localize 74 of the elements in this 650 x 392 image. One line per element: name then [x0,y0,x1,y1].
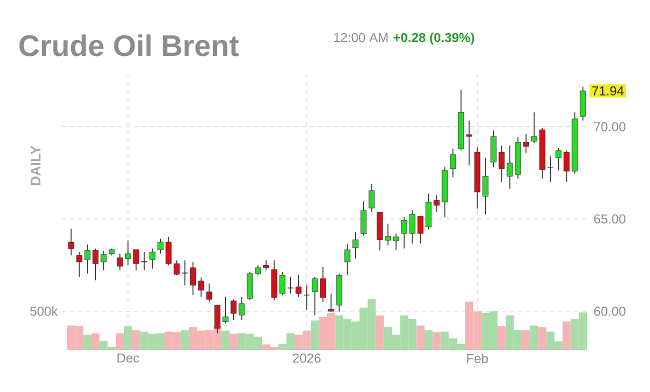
candlestick [76,252,82,278]
chart-title: Crude Oil Brent [19,34,239,56]
candlestick [174,260,180,276]
candlestick [296,274,302,298]
candlestick [556,147,562,171]
candlestick [531,112,538,144]
candlestick [263,260,270,271]
candlestick [141,252,148,271]
candlestick [198,277,204,298]
candlestick [312,276,318,316]
bar [522,330,530,350]
candlestick [393,233,400,251]
candlestick [255,264,261,276]
candlestick [92,248,98,281]
candlestick [166,236,172,266]
candlestick [417,216,424,244]
bar [83,334,92,350]
bar [310,320,319,350]
candlestick [100,250,107,271]
x-tick-label: Dec [118,354,140,363]
candlestick [466,120,472,166]
y-tick-label: 70.00 [594,122,626,132]
candlestick [320,266,326,302]
candlestick [482,157,488,215]
bar [180,330,189,350]
candlestick [230,298,237,321]
candlestick [450,148,456,178]
bar [116,333,124,350]
bar [376,315,384,350]
bar [498,326,506,350]
candlestick [344,243,350,276]
candlestick [304,284,310,311]
candlestick [360,200,367,236]
candlestick [158,238,164,254]
candlestick [116,253,123,271]
y-tick-label: 65.00 [594,214,626,224]
y-tick-label: 60.00 [594,306,626,316]
candlestick [288,276,294,294]
candlestick [84,244,90,274]
bar [91,333,100,350]
bar [416,326,424,350]
bar [230,334,238,350]
y-axis-title: DAILY [30,146,40,186]
text: 12:00 AM [334,32,388,42]
annotation: 71.94 [592,86,624,96]
candlestick [368,183,375,213]
candlestick [149,248,156,270]
bar [124,326,132,350]
candlestick [125,240,131,266]
candlestick [564,150,570,182]
candlestick [133,249,140,271]
candlestick [222,296,228,324]
text: 500k [30,306,58,316]
bar [132,330,140,350]
candlestick [238,296,245,321]
candlestick [328,293,334,312]
candlestick [190,262,196,296]
candlestick [279,271,286,296]
candlestick [182,260,188,286]
candlestick [384,223,391,246]
bar [538,327,546,350]
candlestick [547,156,554,182]
x-tick-label: 2026 [292,354,321,363]
candlestick [206,283,212,302]
bar [562,322,571,350]
x-tick-label: Feb [467,354,488,364]
bar [424,330,433,350]
bar [221,330,230,350]
bar [432,332,441,350]
candlestick [523,133,529,154]
text: +0.28 (0.39%) [394,32,474,45]
candlestick [68,228,74,256]
candlestick [352,232,358,260]
bar [530,326,538,350]
